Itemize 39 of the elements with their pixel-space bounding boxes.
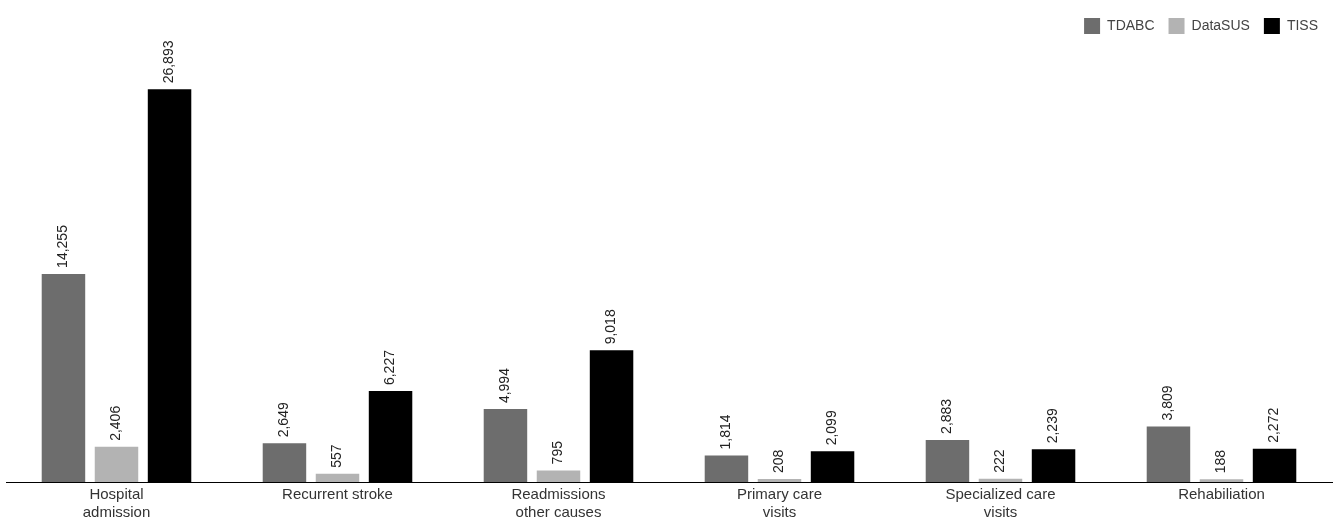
data-label: 2,239 (1044, 408, 1061, 444)
bar (978, 478, 1023, 482)
bar (94, 446, 139, 482)
data-label: 208 (770, 449, 787, 473)
legend-label: DataSUS (1191, 16, 1250, 33)
x-tick-label: Primary care visits (736, 485, 823, 521)
bar (483, 409, 528, 482)
x-tick-label: Hospital admission (82, 485, 151, 521)
data-label: 795 (549, 440, 566, 465)
data-label: 14,255 (54, 224, 71, 268)
bar (925, 439, 970, 482)
data-label: 3,809 (1159, 385, 1176, 421)
x-tick-label: Recurrent stroke (282, 485, 393, 503)
data-label: 26,893 (160, 40, 177, 84)
bar (1199, 479, 1244, 482)
data-label: 9,018 (602, 309, 619, 345)
data-label: 6,227 (381, 349, 398, 386)
bar (1146, 426, 1191, 482)
data-label: 557 (328, 444, 345, 468)
data-label: 2,406 (107, 405, 124, 441)
bar (315, 473, 360, 482)
x-tick-label: Readmissions other causes (511, 485, 606, 521)
bar (262, 443, 307, 482)
x-tick-label: Specialized care visits (945, 485, 1056, 521)
bar (41, 273, 86, 482)
x-tick-label: Rehabiliation (1178, 485, 1265, 503)
legend-label: TDABC (1107, 16, 1155, 33)
bar (757, 478, 802, 482)
data-label: 188 (1212, 449, 1229, 474)
bar (704, 455, 749, 482)
bar (536, 470, 581, 482)
data-label: 2,272 (1265, 407, 1282, 443)
data-label: 4,994 (496, 367, 513, 404)
data-label: 2,649 (275, 402, 292, 438)
data-label: 1,814 (717, 414, 734, 450)
legend-label: TISS (1286, 16, 1319, 33)
data-label: 2,099 (823, 410, 840, 446)
data-label: 2,883 (938, 398, 955, 434)
data-label: 222 (991, 449, 1008, 473)
